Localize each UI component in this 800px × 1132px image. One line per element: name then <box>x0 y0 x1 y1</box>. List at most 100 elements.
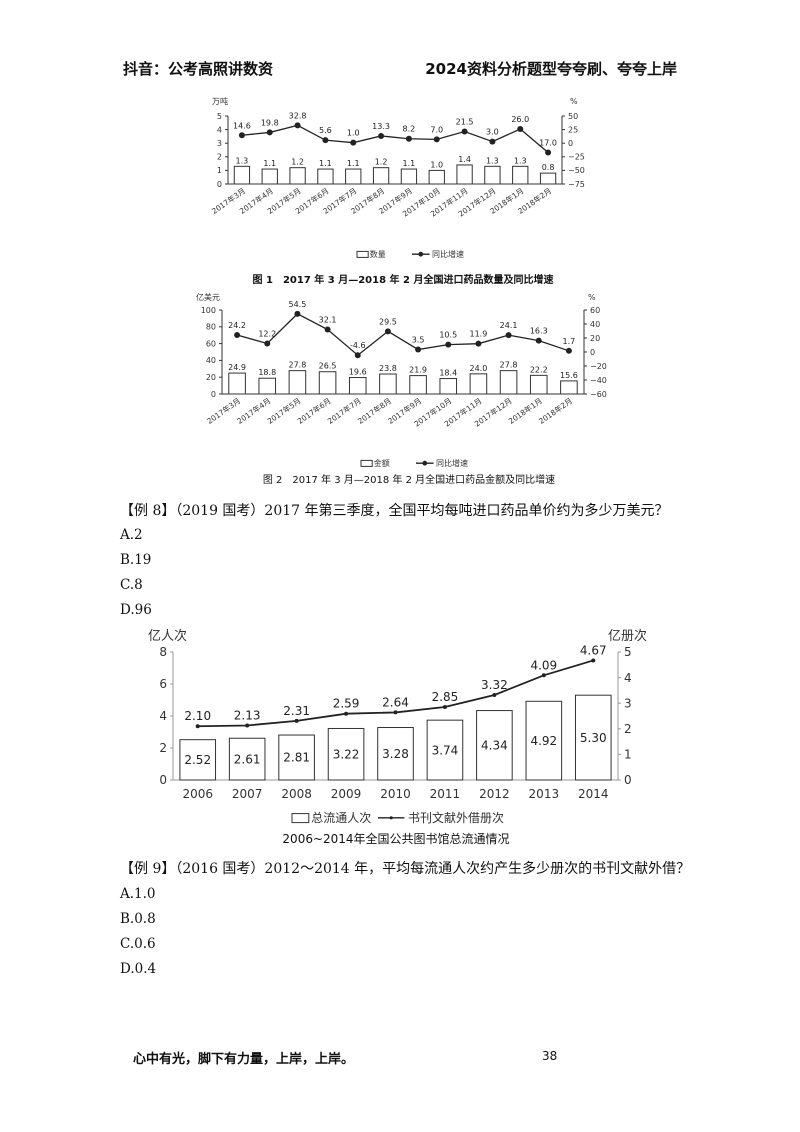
line-point <box>591 658 596 663</box>
q9-option-a[interactable]: A.1.0 <box>120 886 156 902</box>
y2-tick-label: −60 <box>590 390 607 399</box>
line-value-label: 32.8 <box>289 111 307 120</box>
y-tick-label: 80 <box>206 323 216 332</box>
bar-value-label: 0.8 <box>542 163 555 172</box>
bar-value-label: 1.1 <box>319 159 332 168</box>
chart-import-volume: 0 1 2 3 4 5 −75 −50 −25 0 25 50 万吨 % 1.3 1.1 1.2 1.1 1.1 1.… <box>209 96 585 286</box>
y-tick-label: 1 <box>217 166 222 175</box>
category-label: 2013 <box>529 787 560 801</box>
legend-line-marker <box>389 816 393 820</box>
q8-option-a[interactable]: A.2 <box>120 527 143 543</box>
y-tick-label: 0 <box>217 180 222 189</box>
bar <box>289 167 306 185</box>
y-tick-label: 20 <box>206 373 216 382</box>
legend-bar-label: 总流通人次 <box>311 811 371 825</box>
line-value-label: 26.0 <box>511 115 529 124</box>
legend-bar-swatch <box>356 250 369 258</box>
legend-bar-swatch <box>291 813 310 824</box>
bar-value-label: 1.0 <box>430 160 443 169</box>
y-tick-label: 40 <box>206 356 216 365</box>
y-axis-unit: 万吨 <box>212 96 228 106</box>
line-point <box>354 352 361 359</box>
line-point <box>344 711 349 716</box>
line-series <box>241 124 549 153</box>
y2-tick-label: 50 <box>568 112 578 121</box>
bar-value-label: 1.1 <box>347 159 360 168</box>
line-value-label: 4.09 <box>530 658 557 672</box>
header-left: 抖音：公考高照讲数资 <box>123 60 274 78</box>
bar-value-label: 2.81 <box>283 751 310 765</box>
bar <box>484 165 501 185</box>
line-value-label: 5.6 <box>319 126 332 135</box>
y-tick-label: 2 <box>217 153 222 162</box>
legend-line-marker <box>422 460 428 466</box>
y-tick-label: 0 <box>211 390 216 399</box>
bar <box>456 164 473 185</box>
q8-option-b[interactable]: B.19 <box>120 552 152 568</box>
bar-value-label: 3.28 <box>382 747 409 761</box>
line-value-label: 32.1 <box>319 316 337 325</box>
q8-option-d[interactable]: D.96 <box>120 602 152 618</box>
line-point <box>264 340 271 347</box>
q8-option-c[interactable]: C.8 <box>120 577 143 593</box>
bar <box>426 719 464 781</box>
line-point <box>565 347 572 354</box>
y2-tick-label: 1 <box>624 748 632 762</box>
y2-tick-label: 25 <box>568 125 578 134</box>
y-axis-unit: 亿美元 <box>196 292 220 302</box>
bar-value-label: 1.4 <box>458 155 471 164</box>
q9-option-c[interactable]: C.0.6 <box>120 936 156 952</box>
line-point <box>442 705 447 710</box>
line-value-label: 24.1 <box>500 321 518 330</box>
y2-tick-label: −50 <box>568 166 585 175</box>
bar <box>233 165 251 185</box>
chart-title: 图 2 2017 年 3 月—2018 年 2 月全国进口药品金额及同比增速 <box>263 473 555 486</box>
line-point <box>445 341 452 348</box>
category-label: 2007 <box>232 787 263 801</box>
line-value-label: 12.2 <box>258 329 276 338</box>
y2-tick-label: −40 <box>590 376 607 385</box>
question-8-stem: 【例 8】（2019 国考）2017 年第三季度，全国平均每吨进口药品单价约为多… <box>120 503 669 519</box>
category-label: 2010 <box>380 787 411 801</box>
line-value-label: 2.13 <box>234 708 261 722</box>
line-point <box>475 340 482 347</box>
bar <box>278 734 315 781</box>
bar-value-label: 27.8 <box>289 361 307 370</box>
line-value-label: 24.2 <box>228 321 246 330</box>
category-label: 2006 <box>182 787 213 801</box>
bar <box>348 377 367 395</box>
bar-value-label: 19.6 <box>349 368 367 377</box>
bar-value-label: 1.1 <box>403 159 416 168</box>
legend-line-label: 书刊文献外借册次 <box>408 810 504 825</box>
line-point <box>294 718 299 723</box>
category-label: 2011 <box>430 787 461 801</box>
line-value-label: 54.5 <box>289 300 307 309</box>
bar-value-label: 1.3 <box>514 156 527 165</box>
bar <box>409 375 427 395</box>
line-point <box>492 693 497 698</box>
bar <box>539 172 557 185</box>
bar <box>318 371 337 395</box>
line-value-label: 14.6 <box>233 121 251 130</box>
q9-option-b[interactable]: B.0.8 <box>120 911 156 927</box>
line-point <box>350 139 357 146</box>
bar <box>258 377 277 395</box>
q9-option-d[interactable]: D.0.4 <box>120 961 157 977</box>
bar-value-label: 21.9 <box>409 366 427 375</box>
y-tick-label: 6 <box>159 677 167 691</box>
bar-value-label: 1.3 <box>236 156 249 165</box>
bar-value-label: 1.1 <box>263 159 276 168</box>
category-label: 2012 <box>479 787 510 801</box>
chart-title: 图 1 2017 年 3 月—2018 年 2 月全国进口药品数量及同比增速 <box>253 273 554 286</box>
bar-value-label: 1.3 <box>486 156 499 165</box>
line-point <box>324 326 331 333</box>
line-point <box>489 138 496 145</box>
line-point <box>238 132 245 139</box>
bar <box>372 167 390 185</box>
y-tick-label: 4 <box>159 709 167 723</box>
line-value-label: 11.9 <box>470 330 488 339</box>
bar <box>288 370 307 395</box>
bar <box>560 380 578 395</box>
line-point <box>545 149 552 156</box>
chart-title: 2006~2014年全国公共图书馆总流通情况 <box>282 831 509 846</box>
